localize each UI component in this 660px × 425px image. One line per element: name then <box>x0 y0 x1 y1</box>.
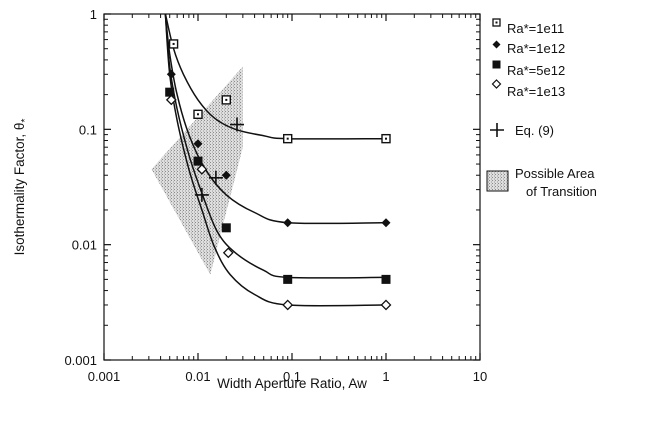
y-tick-label-3: 0.01 <box>72 238 97 253</box>
data-point-eq-9-1 <box>194 187 209 202</box>
data-point-ra-1e11-3-center <box>225 98 228 101</box>
legend-label-ra1e11: Ra*=1e11 <box>507 21 564 36</box>
legend: Ra*=1e11 Ra*=1e12 Ra*=5e12 Ra*=1e13 Eq. … <box>486 18 597 199</box>
data-point-ra-5e12-4 <box>283 274 293 284</box>
y-tick-label-1: 1 <box>90 7 97 22</box>
data-point-ra-1e11-2-center <box>197 113 199 116</box>
y-axis-title-subscript: * <box>20 119 31 123</box>
data-point-ra-1e12-3 <box>221 170 231 180</box>
transition-area <box>151 66 243 275</box>
data-point-ra-1e13-3 <box>222 247 234 259</box>
data-point-ra-1e13-4 <box>282 299 294 311</box>
axis-ticks: 0.001 0.01 0.1 1 10 1 0.1 0.01 0.001 <box>64 7 487 384</box>
data-point-ra-5e12-1 <box>165 87 175 97</box>
x-tick-label-4: 1 <box>382 369 389 384</box>
legend-label-eq9: Eq. (9) <box>515 123 554 138</box>
data-point-ra-5e12-3 <box>221 223 231 233</box>
legend-marker-transition-area <box>486 170 509 192</box>
legend-label-transition-line1: Possible Area <box>515 166 595 181</box>
legend-label-transition-line2: of Transition <box>526 184 597 199</box>
legend-marker-ra5e12 <box>492 60 501 69</box>
legend-label-ra1e12: Ra*=1e12 <box>507 41 565 56</box>
y-axis-title: Isothermality Factor, θ* <box>12 119 31 256</box>
y-tick-label-4: 0.001 <box>64 353 97 368</box>
data-point-ra-1e13-1 <box>165 94 177 106</box>
plot-area <box>151 13 392 311</box>
data-point-ra-1e12-4 <box>283 218 293 228</box>
data-point-ra-1e13-5 <box>380 299 392 311</box>
legend-marker-ra1e11-dot <box>495 21 498 24</box>
legend-marker-ra1e13 <box>491 79 502 89</box>
legend-marker-ra1e12 <box>492 40 501 49</box>
data-point-ra-1e13-2 <box>196 163 208 175</box>
legend-label-ra1e13: Ra*=1e13 <box>507 84 565 99</box>
y-tick-label-2: 0.1 <box>79 122 97 137</box>
data-point-eq-9-3 <box>230 117 245 132</box>
data-point-ra-1e12-1 <box>166 69 176 79</box>
data-point-ra-1e11-5-center <box>385 137 387 140</box>
data-point-ra-1e12-5 <box>381 218 391 228</box>
legend-label-ra5e12: Ra*=5e12 <box>507 63 565 78</box>
data-point-ra-1e12-2 <box>193 139 203 149</box>
legend-marker-eq9 <box>490 123 504 137</box>
x-tick-label-5: 10 <box>473 369 487 384</box>
data-point-eq-9-2 <box>208 170 223 185</box>
data-point-ra-5e12-2 <box>193 156 203 166</box>
plot-frame <box>103 13 481 361</box>
y-axis-title-main: Isothermality Factor, θ <box>12 123 27 256</box>
x-axis-title: Width Aperture Ratio, Aw <box>217 376 367 391</box>
data-point-ra-1e11-4-center <box>286 137 289 140</box>
data-point-ra-5e12-5 <box>381 274 391 284</box>
x-tick-label-3: 0.1 <box>283 369 301 384</box>
data-point-ra-1e11-1-center <box>172 42 175 45</box>
x-tick-label-1: 0.001 <box>88 369 121 384</box>
x-tick-label-2: 0.01 <box>185 369 210 384</box>
